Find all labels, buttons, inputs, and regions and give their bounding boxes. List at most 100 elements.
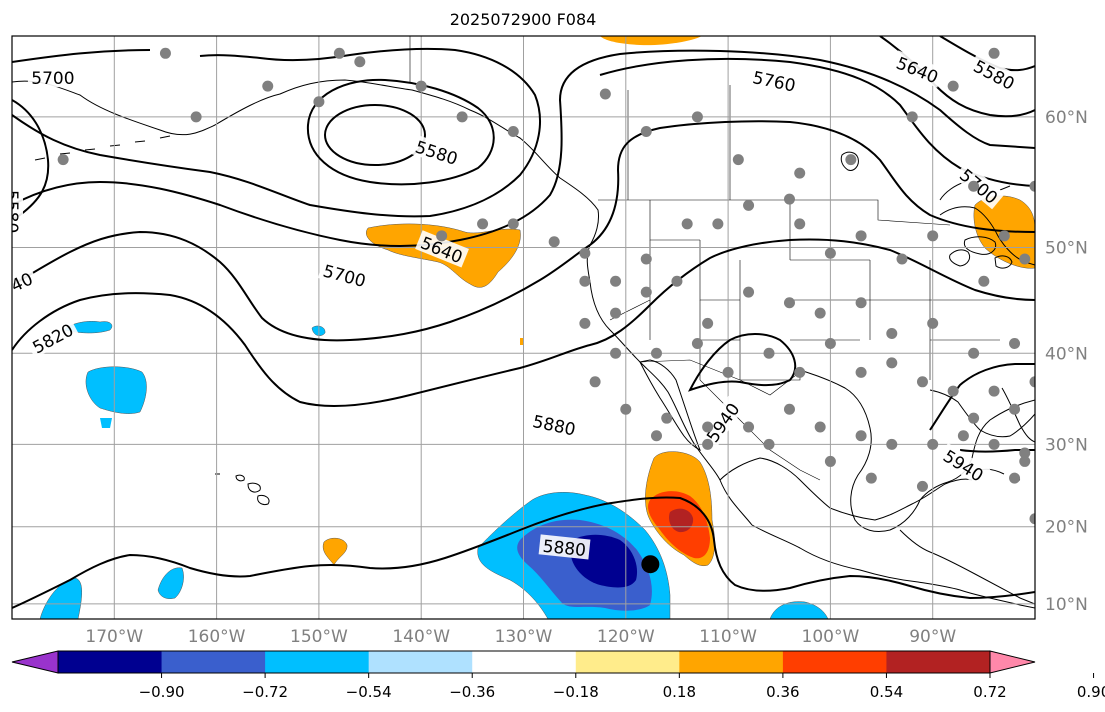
contour-label-bg	[937, 443, 991, 487]
station-marker	[262, 80, 274, 92]
colorbar-tick-label: −0.36	[449, 683, 495, 701]
station-marker	[988, 438, 1000, 450]
contour-label: 5580	[1, 190, 21, 233]
contour-5820	[12, 120, 1035, 342]
station-marker	[579, 317, 591, 329]
colorbar-frame	[57, 650, 991, 674]
colorbar-tick-label: 0.54	[870, 683, 903, 701]
colorbar-tick-label: 0.36	[766, 683, 799, 701]
station-marker	[906, 111, 918, 123]
station-marker	[886, 357, 898, 369]
longitude-tick-label: 100°W	[802, 627, 860, 647]
station-marker	[661, 412, 673, 424]
longitude-tick-label: 150°W	[290, 627, 348, 647]
station-marker	[814, 307, 826, 319]
station-marker	[702, 317, 714, 329]
station-marker	[855, 230, 867, 242]
station-marker	[968, 412, 980, 424]
map-frame	[11, 35, 1036, 620]
station-marker	[477, 218, 489, 230]
station-marker	[916, 480, 928, 492]
station-marker	[763, 438, 775, 450]
station-marker	[865, 472, 877, 484]
negative-anomaly-area	[100, 418, 112, 428]
contour-5940	[929, 363, 1035, 431]
longitude-tick-label: 160°W	[188, 627, 246, 647]
station-marker	[610, 307, 622, 319]
colorbar-extend-high	[989, 650, 1036, 674]
station-marker	[814, 421, 826, 433]
station-marker	[743, 199, 755, 211]
lat-lon-grid	[12, 36, 1035, 619]
station-marker	[824, 247, 836, 259]
station-marker	[313, 96, 325, 108]
station-marker	[1040, 395, 1051, 406]
colorbar-segment	[679, 651, 784, 673]
contour-label-bg	[527, 409, 581, 440]
station-marker	[896, 253, 908, 265]
station-marker	[702, 421, 714, 433]
colorbar-segment	[575, 651, 680, 673]
station-marker	[507, 126, 519, 138]
contour-5880	[12, 238, 1035, 407]
station-marker	[824, 337, 836, 349]
station-marker	[855, 366, 867, 378]
latitude-tick-label: 60°N	[1045, 108, 1088, 128]
geopotential-contours	[12, 36, 1035, 609]
station-marker	[691, 111, 703, 123]
contour-5880	[12, 496, 1035, 609]
station-marker	[456, 111, 468, 123]
station-marker	[190, 111, 202, 123]
storm-center-marker[interactable]	[641, 555, 660, 574]
station-marker	[988, 47, 1000, 59]
latitude-tick-label: 40°N	[1045, 344, 1088, 364]
contour-5640	[12, 47, 541, 218]
station-marker	[415, 80, 427, 92]
station-marker	[650, 347, 662, 359]
colorbar-tick-label: 0.18	[663, 683, 696, 701]
station-marker	[743, 286, 755, 298]
colorbar-segment	[58, 651, 163, 673]
station-marker	[927, 230, 939, 242]
longitude-tick-label: 140°W	[392, 627, 450, 647]
contour-5760	[12, 49, 151, 63]
colorbar-extend-low	[11, 650, 59, 674]
longitude-tick-label: 120°W	[597, 627, 655, 647]
station-marker	[947, 80, 959, 92]
station-marker	[1009, 403, 1021, 415]
station-marker	[610, 347, 622, 359]
station-marker	[691, 337, 703, 349]
negative-anomaly-area	[157, 567, 184, 599]
station-marker	[927, 317, 939, 329]
contour-label: 5880	[542, 537, 587, 561]
station-marker	[732, 154, 744, 166]
contour-5940	[959, 449, 1035, 453]
station-marker	[620, 403, 632, 415]
longitude-tick-label: 110°W	[699, 627, 757, 647]
station-marker	[855, 430, 867, 442]
station-marker	[548, 236, 560, 248]
positive-anomaly-area	[322, 537, 348, 566]
contour-label: 5700	[31, 69, 74, 89]
contour-label-bg	[415, 230, 469, 268]
station-marker	[968, 347, 980, 359]
colorbar-tick-label: 0.72	[973, 683, 1006, 701]
station-marker	[783, 297, 795, 309]
contour-label-bg	[747, 65, 801, 96]
colorbar-segment	[368, 651, 473, 673]
contour-5580	[306, 78, 495, 186]
station-marker	[783, 403, 795, 415]
contour-label-bg	[317, 258, 372, 291]
negative-anomaly-area	[85, 366, 147, 414]
longitude-tick-label: 90°W	[909, 627, 956, 647]
station-markers	[57, 47, 1051, 525]
longitude-tick-label: 170°W	[85, 627, 143, 647]
contour-label-bg	[27, 67, 78, 88]
station-marker	[886, 328, 898, 340]
station-marker	[855, 297, 867, 309]
figure-title: 2025072900 F084	[450, 10, 597, 29]
station-marker	[610, 275, 622, 287]
station-marker	[333, 47, 345, 59]
station-marker	[599, 88, 611, 100]
colorbar: −0.90 −0.72 −0.54 −0.36 −0.18 0.18 0.36 0.54 0.7…	[11, 650, 1105, 701]
